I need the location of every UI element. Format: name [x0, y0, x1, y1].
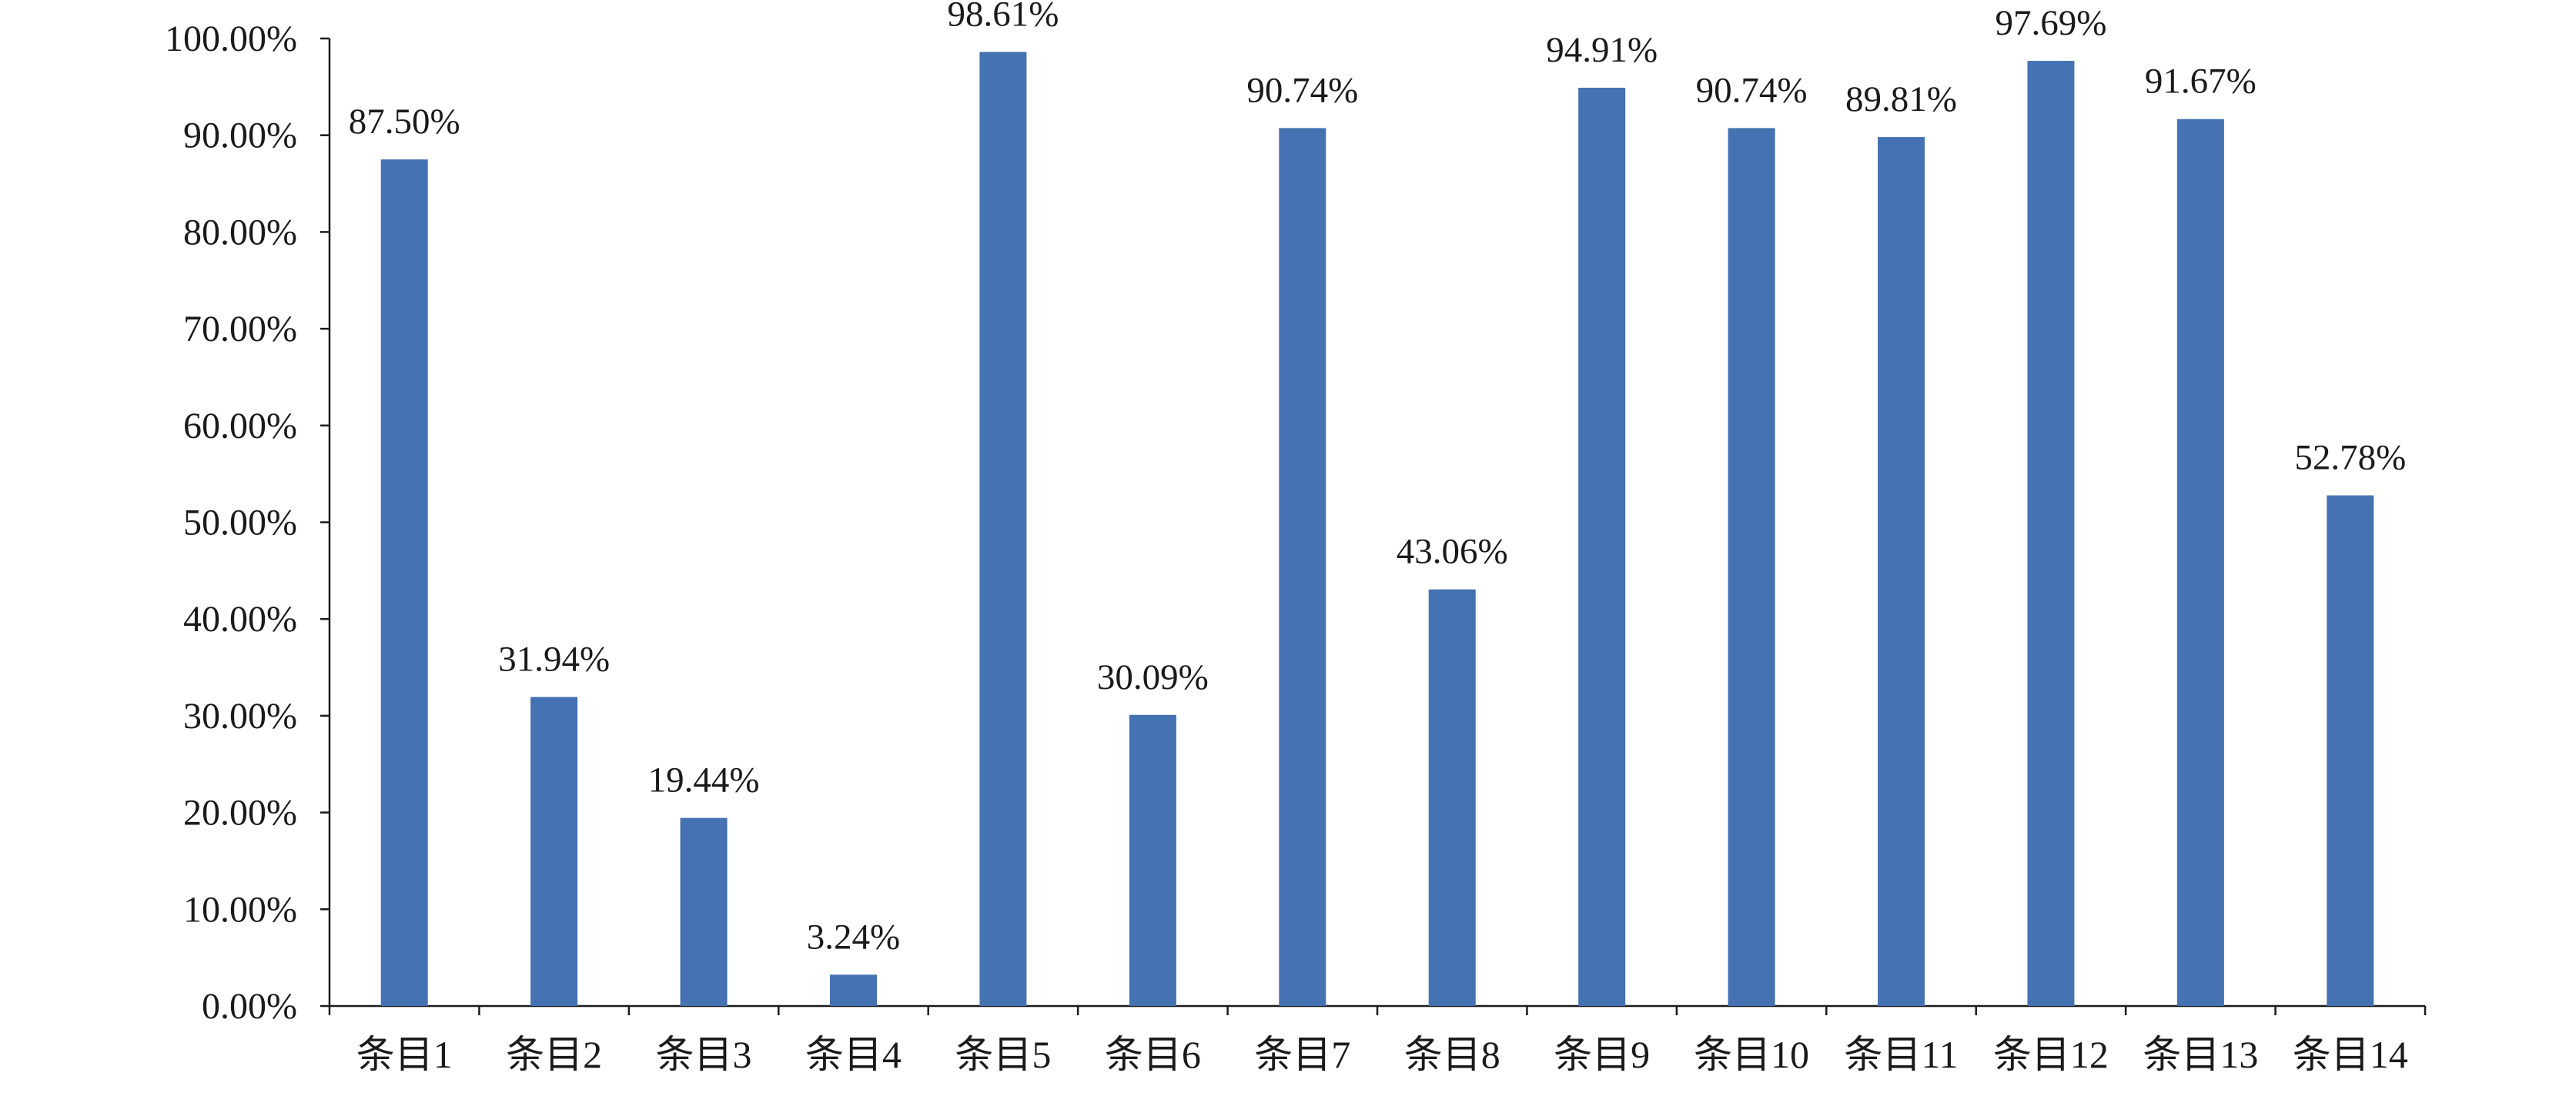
- x-tick-label: 条目4: [805, 1033, 902, 1076]
- data-label: 19.44%: [648, 760, 760, 801]
- data-label: 43.06%: [1397, 532, 1508, 572]
- data-label: 94.91%: [1546, 30, 1658, 70]
- bar: [1279, 128, 1326, 1006]
- x-tick-label: 条目1: [356, 1033, 453, 1076]
- data-labels-group: 87.50% 31.94% 19.44% 3.24% 98.61% 30.09% 90.74…: [349, 0, 2406, 957]
- y-tick-label: 20.00%: [183, 793, 297, 834]
- y-tick-label: 60.00%: [183, 406, 297, 446]
- data-label: 30.09%: [1097, 657, 1209, 697]
- bar: [2027, 61, 2075, 1006]
- bar: [1728, 128, 1775, 1006]
- x-tick-label: 条目2: [506, 1033, 602, 1076]
- bars-group: [380, 52, 2374, 1007]
- x-tick-label: 条目11: [1844, 1033, 1958, 1076]
- y-tick-label: 10.00%: [183, 889, 297, 930]
- y-tick-label: 80.00%: [183, 212, 297, 252]
- x-axis-ticks: 条目1 条目2 条目3 条目4 条目5 条目6 条目7 条目8 条目9 条目10 条目11 条目12 条…: [328, 1006, 2427, 1076]
- y-tick-label: 70.00%: [183, 309, 297, 349]
- data-label: 52.78%: [2294, 438, 2406, 478]
- data-label: 98.61%: [947, 0, 1059, 34]
- x-tick-label: 条目10: [1694, 1033, 1809, 1076]
- bar: [1129, 714, 1176, 1006]
- x-tick-label: 条目9: [1554, 1033, 1650, 1076]
- bar: [1878, 137, 1925, 1007]
- data-label: 3.24%: [807, 917, 900, 957]
- data-label: 97.69%: [1995, 3, 2106, 43]
- y-tick-label: 50.00%: [183, 503, 297, 543]
- x-tick-label: 条目5: [955, 1033, 1051, 1076]
- x-tick-label: 条目14: [2293, 1033, 2408, 1076]
- y-tick-label: 100.00%: [165, 18, 297, 59]
- data-label: 31.94%: [498, 640, 610, 680]
- y-tick-label: 90.00%: [183, 115, 297, 156]
- data-label: 90.74%: [1246, 70, 1358, 110]
- x-tick-label: 条目3: [656, 1033, 752, 1076]
- y-tick-label: 0.00%: [202, 986, 297, 1027]
- bar: [2327, 495, 2374, 1006]
- bar: [1428, 589, 1476, 1006]
- data-label: 90.74%: [1696, 70, 1808, 110]
- y-tick-label: 40.00%: [183, 599, 297, 640]
- x-tick-label: 条目13: [2143, 1033, 2258, 1076]
- x-tick-label: 条目8: [1404, 1033, 1500, 1076]
- data-label: 91.67%: [2145, 62, 2257, 102]
- bar: [530, 697, 578, 1006]
- x-tick-label: 条目7: [1254, 1033, 1350, 1076]
- data-label: 89.81%: [1845, 79, 1957, 119]
- bar: [1578, 87, 1626, 1006]
- x-tick-label: 条目6: [1105, 1033, 1201, 1076]
- bar: [2176, 119, 2224, 1006]
- x-tick-label: 条目12: [1993, 1033, 2109, 1076]
- bar: [830, 974, 877, 1006]
- axes-group: [328, 38, 2425, 1008]
- data-label: 87.50%: [349, 102, 460, 142]
- y-tick-label: 30.00%: [183, 696, 297, 737]
- bar: [380, 159, 428, 1006]
- bar: [680, 817, 728, 1006]
- y-axis-ticks: 0.00% 10.00% 20.00% 30.00% 40.00% 50.00% 60.00…: [165, 18, 330, 1027]
- bar: [979, 52, 1027, 1007]
